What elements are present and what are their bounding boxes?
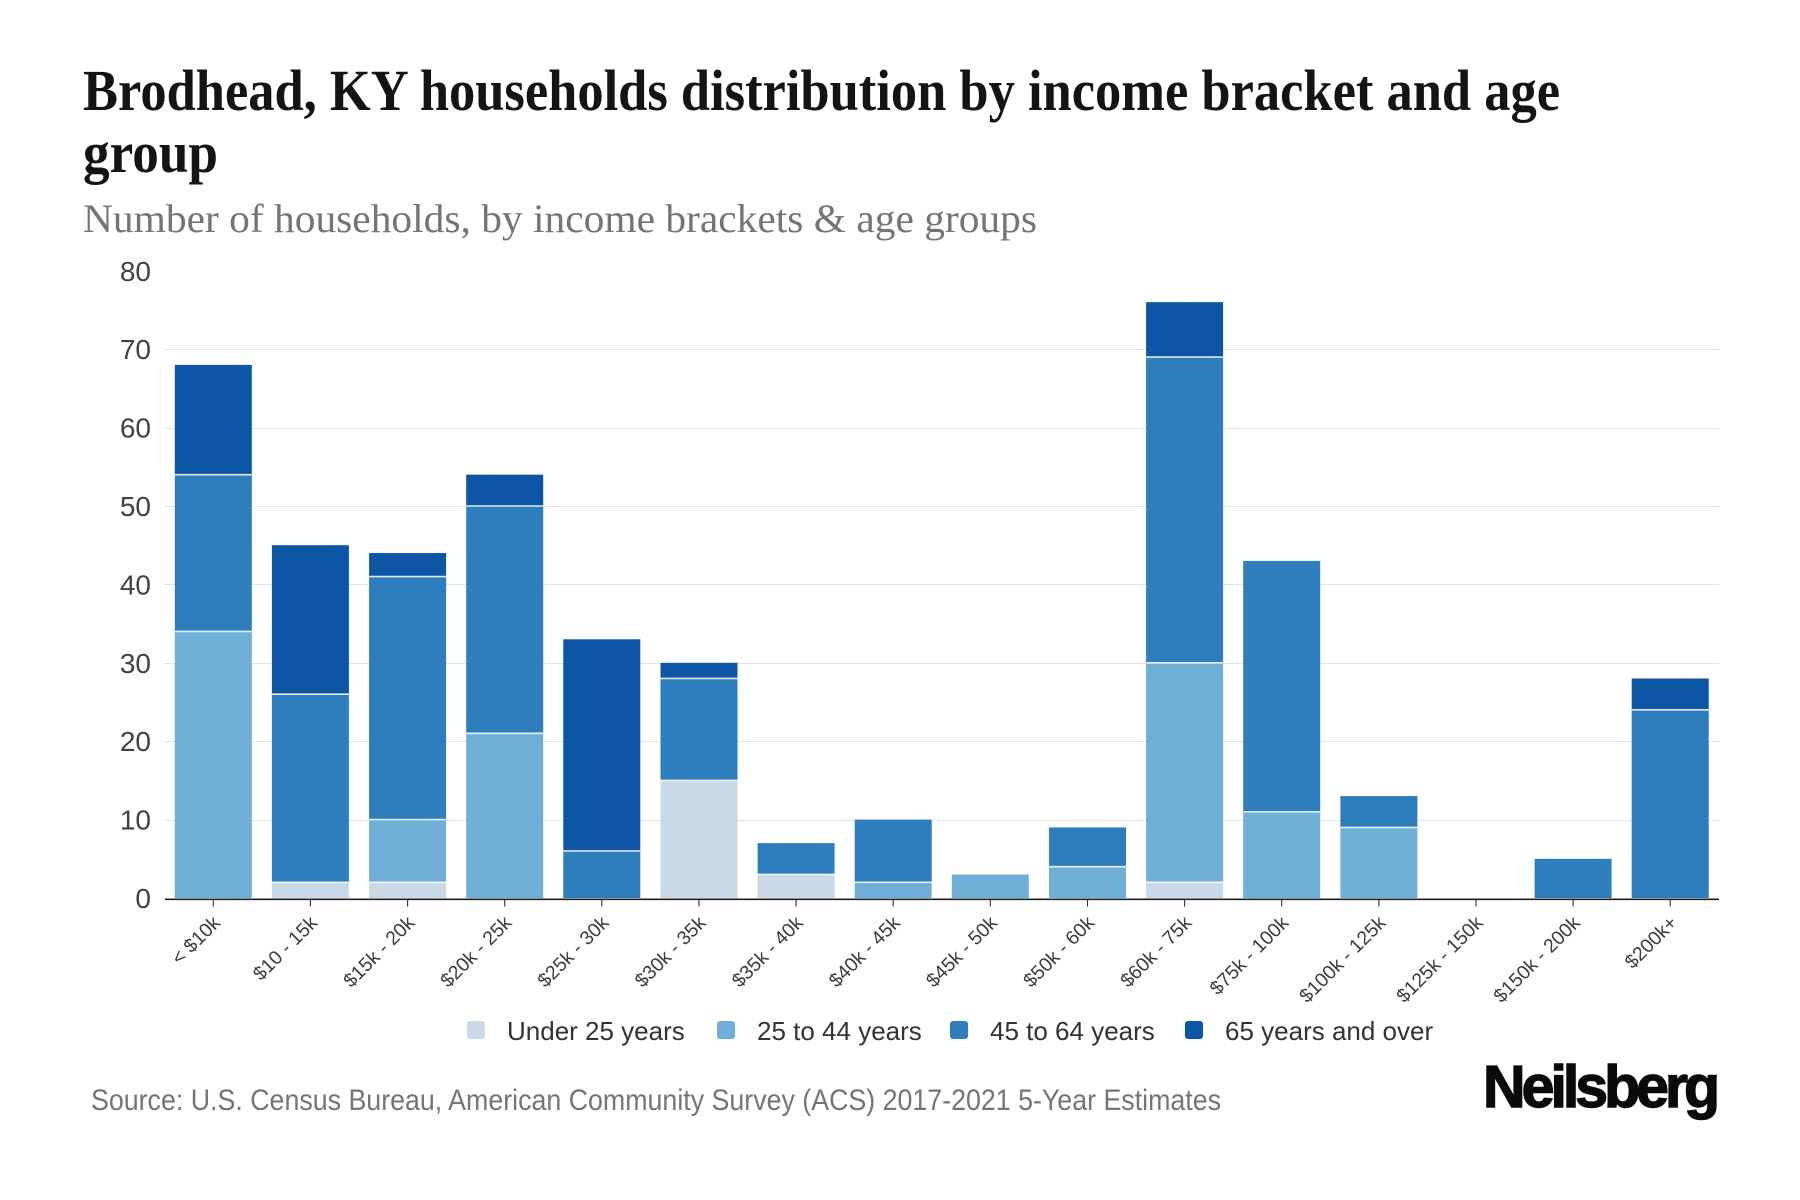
svg-text:80: 80 [120, 256, 151, 287]
svg-text:$30k - 35k: $30k - 35k [631, 912, 711, 992]
svg-text:70: 70 [120, 334, 151, 365]
svg-text:< $10k: < $10k [167, 912, 225, 970]
svg-text:$40k - 45k: $40k - 45k [825, 912, 905, 992]
svg-text:$150k - 200k: $150k - 200k [1489, 912, 1584, 1007]
svg-text:10: 10 [120, 805, 151, 836]
svg-text:$45k - 50k: $45k - 50k [922, 912, 1002, 992]
svg-text:Source: U.S. Census Bureau, Am: Source: U.S. Census Bureau, American Com… [91, 1084, 1221, 1117]
svg-text:Under 25 years: Under 25 years [507, 1016, 685, 1046]
svg-text:Number of households, by incom: Number of households, by income brackets… [83, 196, 1037, 241]
svg-text:0: 0 [135, 883, 151, 914]
svg-text:65 years and over: 65 years and over [1225, 1016, 1433, 1046]
svg-text:40: 40 [120, 569, 151, 600]
svg-text:$75k - 100k: $75k - 100k [1206, 912, 1294, 1000]
svg-text:$100k - 125k: $100k - 125k [1295, 912, 1390, 1007]
svg-text:30: 30 [120, 648, 151, 679]
svg-text:$15k - 20k: $15k - 20k [339, 912, 419, 992]
svg-text:$10 - 15k: $10 - 15k [249, 912, 322, 985]
svg-text:$125k - 150k: $125k - 150k [1392, 912, 1487, 1007]
svg-text:60: 60 [120, 413, 151, 444]
svg-text:Neilsberg: Neilsberg [1483, 1054, 1718, 1120]
svg-text:$50k - 60k: $50k - 60k [1019, 912, 1099, 992]
svg-text:45 to 64 years: 45 to 64 years [990, 1016, 1155, 1046]
svg-text:25 to 44 years: 25 to 44 years [757, 1016, 922, 1046]
svg-text:group: group [83, 120, 218, 185]
svg-text:$20k - 25k: $20k - 25k [436, 912, 516, 992]
svg-text:50: 50 [120, 491, 151, 522]
svg-text:Brodhead, KY households distri: Brodhead, KY households distribution by … [83, 58, 1560, 123]
svg-text:$25k - 30k: $25k - 30k [533, 912, 613, 992]
svg-text:$35k - 40k: $35k - 40k [728, 912, 808, 992]
svg-text:$200k+: $200k+ [1621, 912, 1682, 973]
svg-text:20: 20 [120, 726, 151, 757]
svg-text:$60k - 75k: $60k - 75k [1116, 912, 1196, 992]
